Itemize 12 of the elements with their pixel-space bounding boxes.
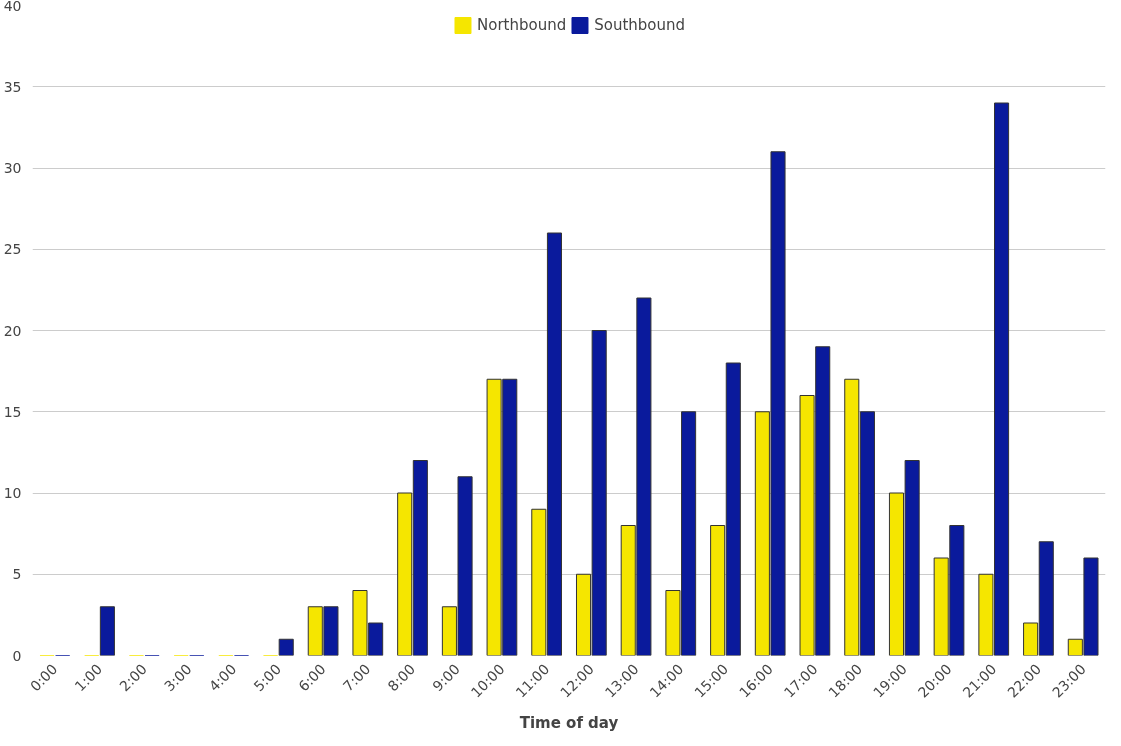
y-tick-label: 10 [3,485,22,501]
legend-label: Southbound [594,16,686,34]
y-tick-label: 0 [12,647,22,664]
y-tick-label: 35 [3,78,22,95]
x-axis-title: Time of day [519,714,619,733]
y-tick-label: 40 [3,0,22,14]
y-tick-label: 30 [3,160,22,176]
y-tick-label: 5 [12,566,22,583]
y-tick-label: 15 [3,403,22,420]
y-tick-label: 25 [3,241,22,258]
legend-label: Northbound [476,16,567,34]
y-tick-label: 20 [3,322,22,339]
